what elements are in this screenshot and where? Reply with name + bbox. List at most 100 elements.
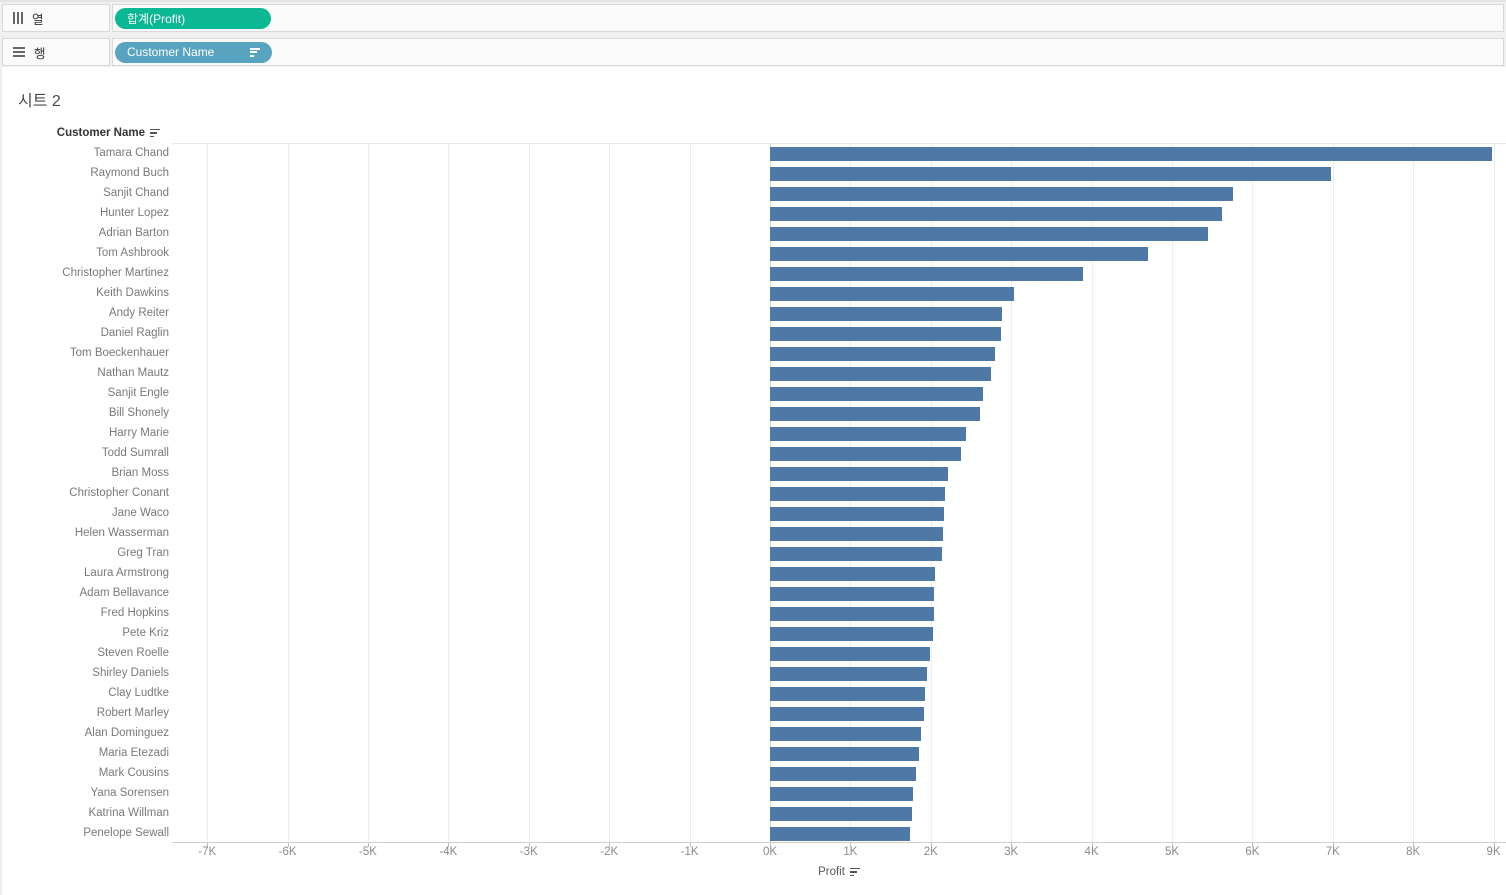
axis-tick-label: -3K bbox=[519, 846, 538, 858]
row-label[interactable]: Sanjit Engle bbox=[107, 387, 169, 399]
bar[interactable] bbox=[770, 207, 1222, 221]
axis-tick-label: 8K bbox=[1406, 846, 1421, 858]
bar[interactable] bbox=[770, 367, 991, 381]
row-label[interactable]: Bill Shonely bbox=[108, 407, 169, 419]
row-label[interactable]: Adam Bellavance bbox=[79, 587, 170, 599]
bar[interactable] bbox=[770, 227, 1208, 241]
row-field-header[interactable]: Customer Name bbox=[2, 127, 172, 139]
row-label[interactable]: Raymond Buch bbox=[90, 167, 169, 179]
row-label[interactable]: Nathan Mautz bbox=[97, 367, 169, 379]
row-label[interactable]: Mark Cousins bbox=[98, 767, 169, 779]
sort-descending-icon[interactable] bbox=[150, 128, 160, 138]
row-label[interactable]: Christopher Conant bbox=[69, 487, 169, 499]
gridline bbox=[1172, 144, 1173, 842]
row-label[interactable]: Maria Etezadi bbox=[98, 747, 169, 759]
bar[interactable] bbox=[770, 267, 1083, 281]
x-axis-title[interactable]: Profit bbox=[172, 866, 1506, 878]
rows-shelf-area[interactable]: Customer Name bbox=[112, 38, 1504, 66]
row-label[interactable]: Tom Ashbrook bbox=[96, 247, 169, 259]
row-label[interactable]: Pete Kriz bbox=[122, 627, 169, 639]
row-label[interactable]: Shirley Daniels bbox=[92, 667, 169, 679]
axis-tick-label: 5K bbox=[1164, 846, 1180, 858]
bar[interactable] bbox=[770, 567, 935, 581]
bar[interactable] bbox=[770, 547, 942, 561]
axis-tick-mark bbox=[1252, 843, 1254, 847]
bar[interactable] bbox=[770, 347, 995, 361]
row-label[interactable]: Sanjit Chand bbox=[103, 187, 169, 199]
columns-shelf-area[interactable]: 합계(Profit) bbox=[112, 4, 1504, 32]
bar[interactable] bbox=[770, 307, 1002, 321]
bar[interactable] bbox=[770, 387, 983, 401]
plot-area[interactable] bbox=[172, 143, 1506, 843]
row-label[interactable]: Clay Ludtke bbox=[108, 687, 169, 699]
bar[interactable] bbox=[770, 527, 943, 541]
row-label[interactable]: Jane Waco bbox=[111, 507, 169, 519]
worksheet: 시트 2 Customer Name Tamara Chand Raymond B… bbox=[0, 67, 1506, 895]
pill-sum-profit-label: 합계(Profit) bbox=[127, 11, 186, 26]
bar[interactable] bbox=[770, 807, 912, 821]
bar[interactable] bbox=[770, 407, 980, 421]
bar[interactable] bbox=[770, 487, 945, 501]
bar[interactable] bbox=[770, 627, 933, 641]
row-label[interactable]: Christopher Martinez bbox=[62, 267, 169, 279]
axis-tick-mark bbox=[287, 843, 289, 847]
bar[interactable] bbox=[770, 167, 1331, 181]
bar[interactable] bbox=[770, 507, 944, 521]
sort-descending-icon[interactable] bbox=[250, 47, 260, 57]
bar[interactable] bbox=[770, 327, 1001, 341]
bar[interactable] bbox=[770, 427, 966, 441]
row-field-header-label: Customer Name bbox=[56, 127, 145, 139]
bar[interactable] bbox=[770, 767, 916, 781]
bar[interactable] bbox=[770, 667, 927, 681]
row-label[interactable]: Alan Dominguez bbox=[84, 727, 169, 739]
row-label[interactable]: Tom Boeckenhauer bbox=[69, 347, 169, 359]
x-axis[interactable]: -7K -6K -5K -4K -3K -2K -1K 0K 1K 2K 3K 4K 5K 6K 7K 8K 9… bbox=[172, 843, 1506, 863]
row-label[interactable]: Katrina Willman bbox=[88, 807, 169, 819]
row-label[interactable]: Yana Sorensen bbox=[90, 787, 169, 799]
bar[interactable] bbox=[770, 827, 910, 841]
row-label[interactable]: Adrian Barton bbox=[98, 227, 169, 239]
columns-shelf: 열 합계(Profit) bbox=[2, 4, 1504, 32]
gridline bbox=[1332, 144, 1334, 842]
row-label[interactable]: Steven Roelle bbox=[97, 647, 169, 659]
row-label[interactable]: Tamara Chand bbox=[93, 147, 169, 159]
bar[interactable] bbox=[770, 587, 934, 601]
row-label[interactable]: Todd Sumrall bbox=[101, 447, 169, 459]
row-label[interactable]: Keith Dawkins bbox=[96, 287, 169, 299]
gridline bbox=[287, 144, 289, 842]
bar[interactable] bbox=[770, 467, 948, 481]
row-label[interactable]: Laura Armstrong bbox=[83, 567, 169, 579]
row-label[interactable]: Robert Marley bbox=[96, 707, 169, 719]
gridline bbox=[448, 144, 450, 842]
gridline bbox=[1493, 144, 1495, 842]
bar[interactable] bbox=[770, 447, 961, 461]
bar[interactable] bbox=[770, 287, 1014, 301]
pill-sum-profit[interactable]: 합계(Profit) bbox=[115, 7, 271, 29]
pill-customer-name[interactable]: Customer Name bbox=[115, 41, 272, 63]
axis-tick-label: -1K bbox=[680, 846, 699, 858]
bar[interactable] bbox=[770, 247, 1148, 261]
axis-tick-label: 2K bbox=[923, 846, 938, 858]
bar[interactable] bbox=[770, 187, 1233, 201]
axis-tick-mark bbox=[689, 843, 691, 847]
sheet-title: 시트 2 bbox=[18, 93, 61, 110]
row-label[interactable]: Greg Tran bbox=[117, 547, 169, 559]
row-label[interactable]: Brian Moss bbox=[111, 467, 169, 479]
bar[interactable] bbox=[770, 147, 1492, 161]
bar[interactable] bbox=[770, 727, 921, 741]
bar[interactable] bbox=[770, 747, 919, 761]
bar[interactable] bbox=[770, 707, 924, 721]
bar[interactable] bbox=[770, 647, 930, 661]
row-label[interactable]: Andy Reiter bbox=[108, 307, 169, 319]
axis-tick-mark bbox=[1172, 843, 1173, 847]
bar[interactable] bbox=[770, 607, 934, 621]
row-label[interactable]: Harry Marie bbox=[108, 427, 169, 439]
bar[interactable] bbox=[770, 787, 913, 801]
row-label[interactable]: Hunter Lopez bbox=[99, 207, 169, 219]
row-label[interactable]: Fred Hopkins bbox=[100, 607, 169, 619]
row-label[interactable]: Daniel Raglin bbox=[100, 327, 169, 339]
sort-descending-icon[interactable] bbox=[849, 867, 860, 877]
row-label[interactable]: Helen Wasserman bbox=[74, 527, 169, 539]
row-label[interactable]: Penelope Sewall bbox=[83, 827, 169, 839]
bar[interactable] bbox=[770, 687, 925, 701]
